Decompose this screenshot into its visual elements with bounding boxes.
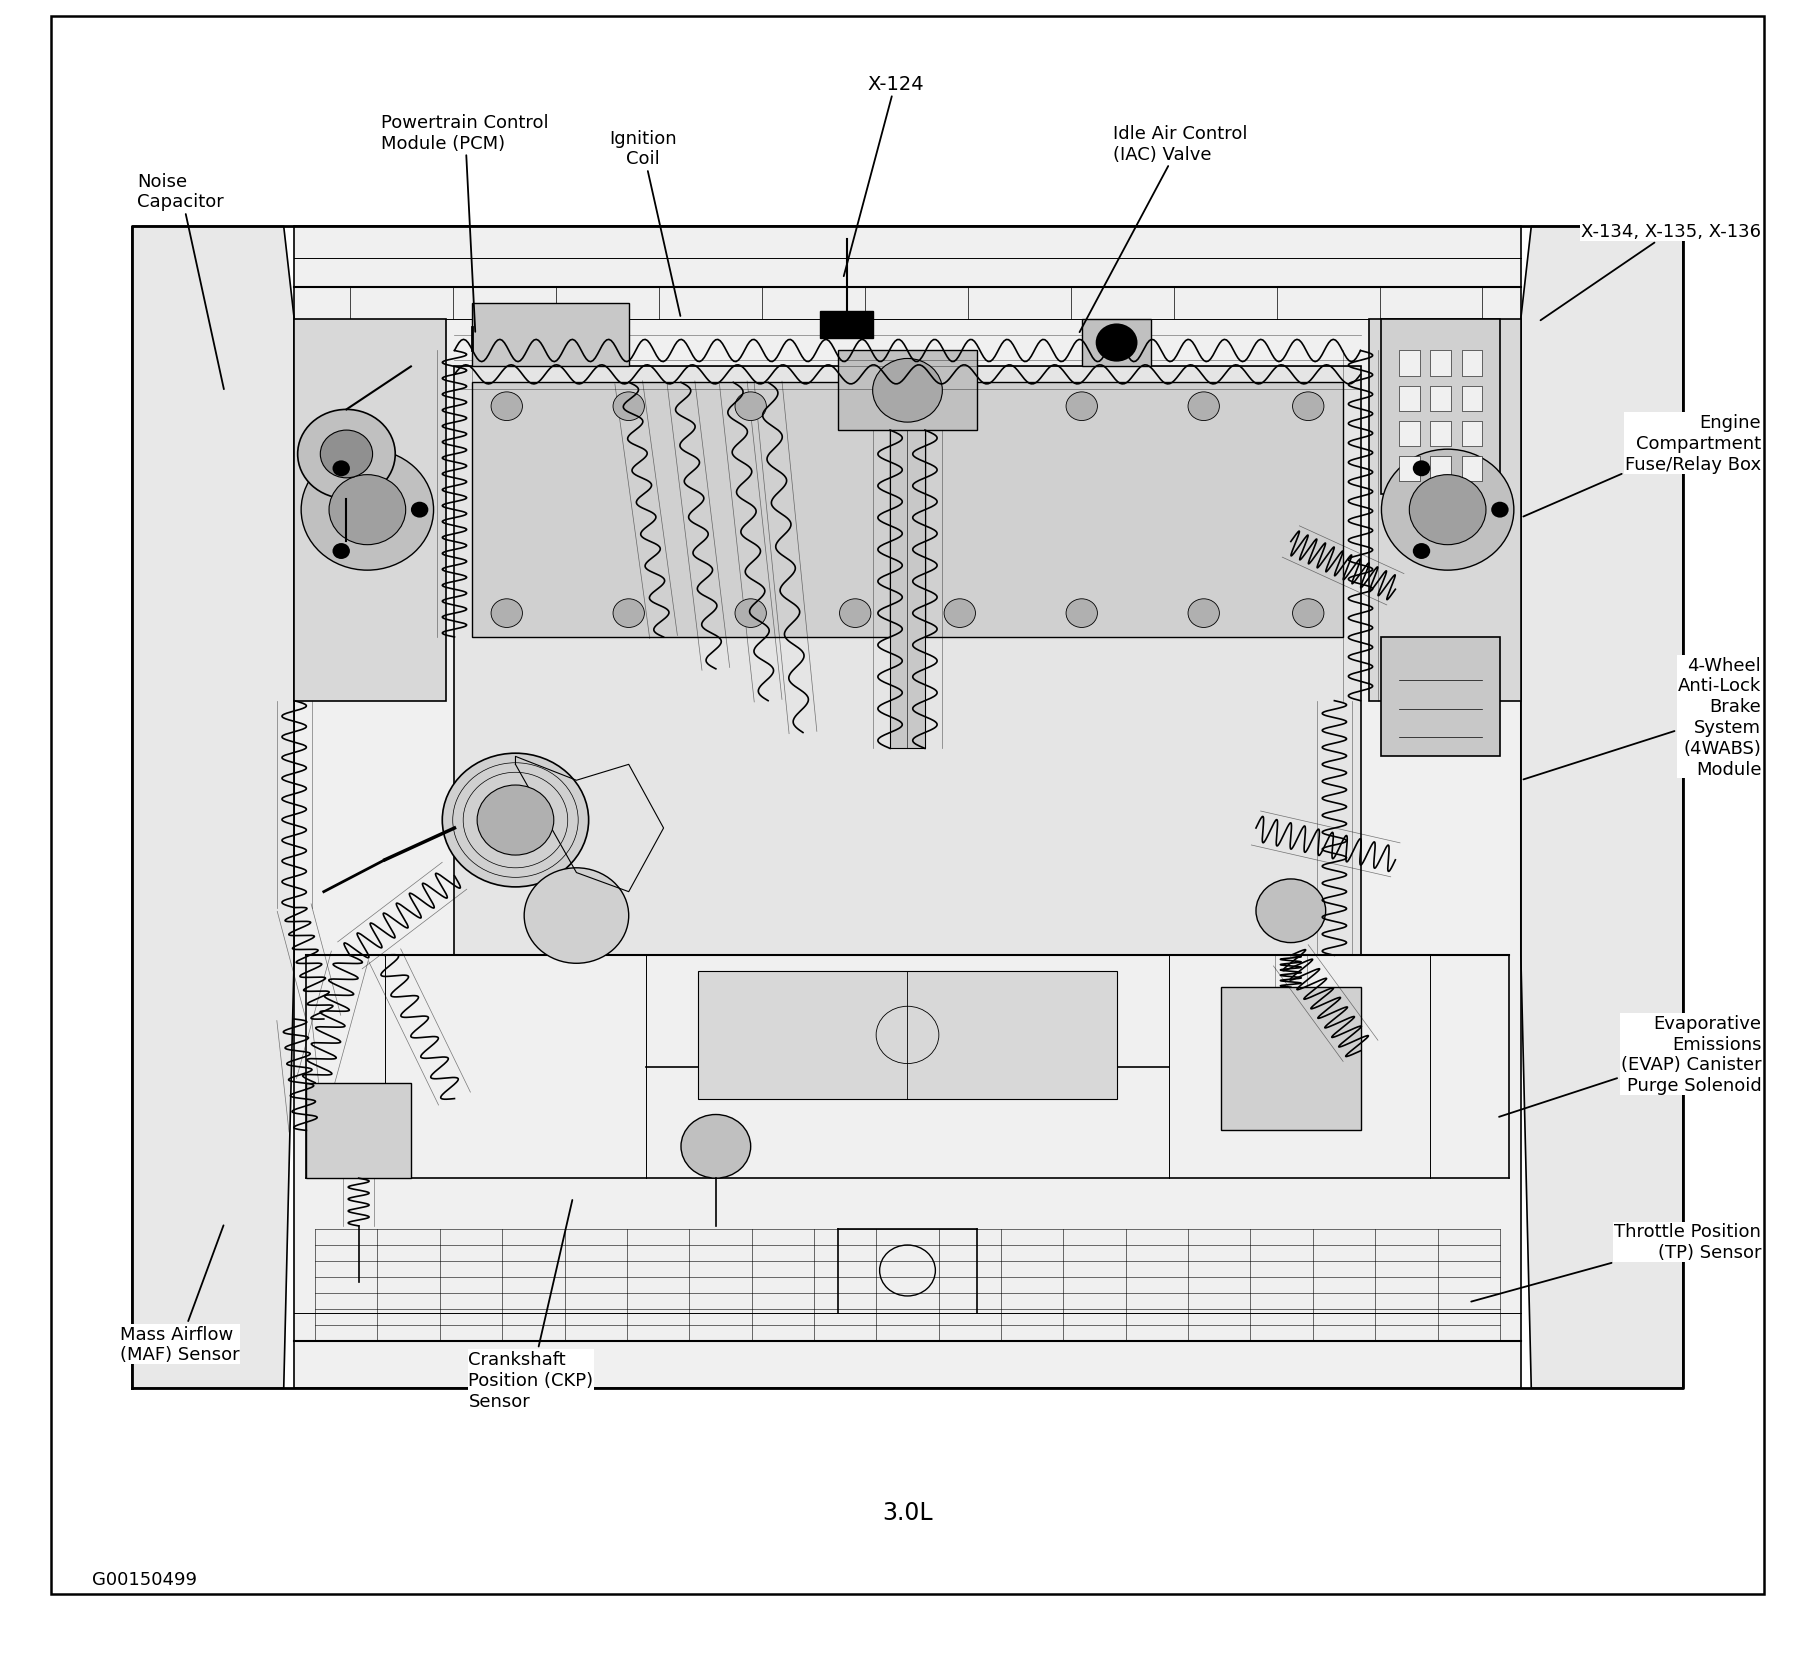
Circle shape [1065, 393, 1097, 421]
Text: Evaporative
Emissions
(EVAP) Canister
Purge Solenoid: Evaporative Emissions (EVAP) Canister Pu… [1498, 1014, 1760, 1117]
Circle shape [680, 1115, 751, 1178]
Text: Noise
Capacitor: Noise Capacitor [138, 172, 223, 389]
Circle shape [477, 785, 553, 855]
Text: 4-Wheel
Anti-Lock
Brake
System
(4WABS)
Module: 4-Wheel Anti-Lock Brake System (4WABS) M… [1522, 656, 1760, 780]
Polygon shape [820, 312, 873, 338]
Bar [1399, 421, 1419, 447]
Bar [1429, 386, 1451, 411]
Polygon shape [1380, 320, 1498, 494]
Circle shape [943, 600, 974, 628]
Circle shape [410, 502, 428, 519]
Bar [1399, 386, 1419, 411]
Polygon shape [1520, 227, 1682, 1389]
Text: Ignition
Coil: Ignition Coil [608, 129, 680, 316]
Polygon shape [472, 303, 628, 368]
Circle shape [443, 754, 588, 888]
Bar [1429, 351, 1451, 376]
Circle shape [873, 360, 941, 423]
Polygon shape [1081, 320, 1150, 368]
Circle shape [840, 393, 871, 421]
Polygon shape [1380, 638, 1498, 757]
Circle shape [1411, 543, 1429, 560]
Text: Idle Air Control
(IAC) Valve: Idle Air Control (IAC) Valve [1079, 124, 1246, 333]
Circle shape [1292, 393, 1322, 421]
Text: G00150499: G00150499 [93, 1571, 198, 1589]
Polygon shape [1368, 320, 1520, 701]
Circle shape [524, 868, 628, 964]
Polygon shape [925, 383, 1342, 638]
Text: 3.0L: 3.0L [882, 1501, 932, 1524]
Circle shape [332, 543, 350, 560]
Circle shape [1292, 600, 1322, 628]
Polygon shape [454, 368, 1360, 956]
Circle shape [943, 393, 974, 421]
Circle shape [319, 431, 372, 479]
Polygon shape [132, 227, 294, 1389]
Polygon shape [889, 368, 925, 749]
Text: Crankshaft
Position (CKP)
Sensor: Crankshaft Position (CKP) Sensor [468, 1200, 593, 1410]
Circle shape [613, 393, 644, 421]
Circle shape [1411, 461, 1429, 477]
Circle shape [492, 600, 522, 628]
Polygon shape [698, 971, 1116, 1099]
Text: Mass Airflow
(MAF) Sensor: Mass Airflow (MAF) Sensor [120, 1226, 239, 1364]
Circle shape [1255, 880, 1324, 943]
Polygon shape [307, 1084, 410, 1178]
Circle shape [735, 600, 766, 628]
Circle shape [492, 393, 522, 421]
Polygon shape [1221, 988, 1360, 1130]
Text: Throttle Position
(TP) Sensor: Throttle Position (TP) Sensor [1471, 1223, 1760, 1302]
Circle shape [1380, 451, 1513, 570]
Circle shape [1188, 393, 1219, 421]
Polygon shape [294, 320, 446, 701]
Circle shape [297, 411, 395, 499]
Text: X-134, X-135, X-136: X-134, X-135, X-136 [1540, 224, 1760, 321]
Bar [1399, 456, 1419, 482]
Circle shape [1096, 325, 1137, 363]
Polygon shape [838, 351, 976, 431]
Bar [1429, 456, 1451, 482]
Text: Engine
Compartment
Fuse/Relay Box: Engine Compartment Fuse/Relay Box [1522, 414, 1760, 517]
Polygon shape [472, 383, 889, 638]
Circle shape [613, 600, 644, 628]
Circle shape [328, 476, 406, 545]
Circle shape [1491, 502, 1507, 519]
Polygon shape [294, 227, 1520, 1389]
Circle shape [1065, 600, 1097, 628]
Circle shape [301, 451, 434, 570]
Bar [1460, 456, 1482, 482]
Circle shape [735, 393, 766, 421]
Circle shape [840, 600, 871, 628]
Bar [1399, 351, 1419, 376]
Bar [1460, 421, 1482, 447]
Circle shape [1188, 600, 1219, 628]
Bar [1460, 351, 1482, 376]
Text: X-124: X-124 [844, 75, 923, 277]
Bar [1429, 421, 1451, 447]
Bar [1460, 386, 1482, 411]
Text: Powertrain Control
Module (PCM): Powertrain Control Module (PCM) [381, 114, 548, 333]
Circle shape [1408, 476, 1486, 545]
Circle shape [332, 461, 350, 477]
